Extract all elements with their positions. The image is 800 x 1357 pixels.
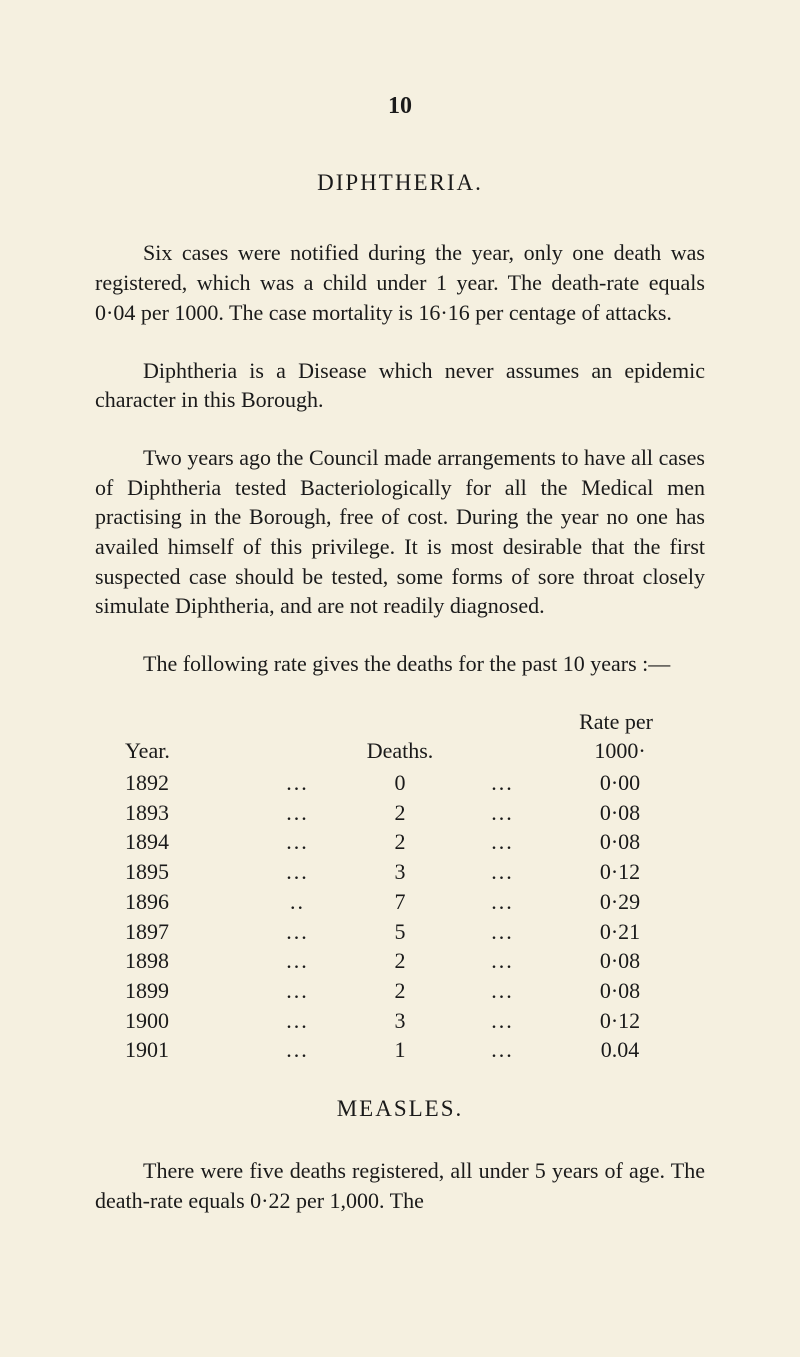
cell-rate: 0·08	[565, 976, 675, 1006]
cell-rate: 0·08	[565, 827, 675, 857]
cell-dots: ...	[258, 1035, 338, 1065]
cell-year: 1900	[125, 1006, 235, 1036]
cell-deaths: 0	[360, 768, 440, 798]
diphtheria-heading: DIPHTHERIA.	[95, 167, 705, 198]
cell-rate: 0·08	[565, 946, 675, 976]
cell-dots: ...	[463, 946, 543, 976]
cell-year: 1896	[125, 887, 235, 917]
cell-deaths: 2	[360, 946, 440, 976]
cell-dots: ...	[258, 857, 338, 887]
cell-deaths: 2	[360, 798, 440, 828]
cell-rate: 0·21	[565, 917, 675, 947]
diphtheria-paragraph-3: Two years ago the Council made arrangeme…	[95, 443, 705, 621]
cell-rate: 0·29	[565, 887, 675, 917]
table-row: 1898 ... 2 ... 0·08	[125, 946, 675, 976]
cell-year: 1892	[125, 768, 235, 798]
cell-year: 1897	[125, 917, 235, 947]
table-row: 1892 ... 0 ... 0·00	[125, 768, 675, 798]
table-row: 1895 ... 3 ... 0·12	[125, 857, 675, 887]
table-row: 1893 ... 2 ... 0·08	[125, 798, 675, 828]
page-number: 10	[95, 90, 705, 122]
cell-dots: ...	[258, 946, 338, 976]
cell-dots: ...	[258, 976, 338, 1006]
table-row: 1901 ... 1 ... 0.04	[125, 1035, 675, 1065]
cell-dots: ...	[258, 1006, 338, 1036]
table-header-rate: 1000·	[565, 736, 675, 766]
cell-deaths: 5	[360, 917, 440, 947]
cell-year: 1895	[125, 857, 235, 887]
cell-rate: 0·12	[565, 1006, 675, 1036]
cell-year: 1899	[125, 976, 235, 1006]
cell-dots: ...	[463, 798, 543, 828]
diphtheria-paragraph-4: The following rate gives the deaths for …	[95, 649, 705, 679]
cell-deaths: 1	[360, 1035, 440, 1065]
cell-year: 1894	[125, 827, 235, 857]
cell-dots: ...	[463, 1006, 543, 1036]
cell-dots: ...	[258, 827, 338, 857]
diphtheria-table: Rate per Year. Deaths. 1000· 1892 ... 0 …	[95, 707, 705, 1065]
diphtheria-paragraph-1: Six cases were notified during the year,…	[95, 238, 705, 327]
cell-year: 1898	[125, 946, 235, 976]
cell-rate: 0·00	[565, 768, 675, 798]
table-header-rateper: Rate per	[125, 707, 675, 737]
measles-heading: MEASLES.	[95, 1093, 705, 1124]
cell-deaths: 2	[360, 827, 440, 857]
cell-dots: ...	[463, 768, 543, 798]
table-row: 1899 ... 2 ... 0·08	[125, 976, 675, 1006]
cell-dots: ...	[258, 768, 338, 798]
cell-deaths: 3	[360, 857, 440, 887]
cell-dots: ...	[463, 857, 543, 887]
cell-rate: 0·12	[565, 857, 675, 887]
cell-rate: 0.04	[565, 1035, 675, 1065]
cell-deaths: 2	[360, 976, 440, 1006]
table-row: 1897 ... 5 ... 0·21	[125, 917, 675, 947]
measles-paragraph: There were five deaths registered, all u…	[95, 1156, 705, 1215]
table-row: 1896 .. 7 ... 0·29	[125, 887, 675, 917]
cell-dots: ...	[463, 887, 543, 917]
cell-year: 1901	[125, 1035, 235, 1065]
cell-dots: ..	[258, 887, 338, 917]
cell-dots: ...	[258, 798, 338, 828]
table-header-deaths: Deaths.	[280, 736, 520, 766]
cell-dots: ...	[463, 976, 543, 1006]
diphtheria-paragraph-2: Diphtheria is a Disease which never assu…	[95, 356, 705, 415]
cell-rate: 0·08	[565, 798, 675, 828]
cell-dots: ...	[258, 917, 338, 947]
table-row: 1900 ... 3 ... 0·12	[125, 1006, 675, 1036]
table-header-row: Year. Deaths. 1000·	[125, 736, 675, 766]
table-row: 1894 ... 2 ... 0·08	[125, 827, 675, 857]
cell-dots: ...	[463, 1035, 543, 1065]
cell-deaths: 3	[360, 1006, 440, 1036]
table-header-year: Year.	[125, 736, 235, 766]
cell-dots: ...	[463, 827, 543, 857]
cell-deaths: 7	[360, 887, 440, 917]
cell-year: 1893	[125, 798, 235, 828]
cell-dots: ...	[463, 917, 543, 947]
